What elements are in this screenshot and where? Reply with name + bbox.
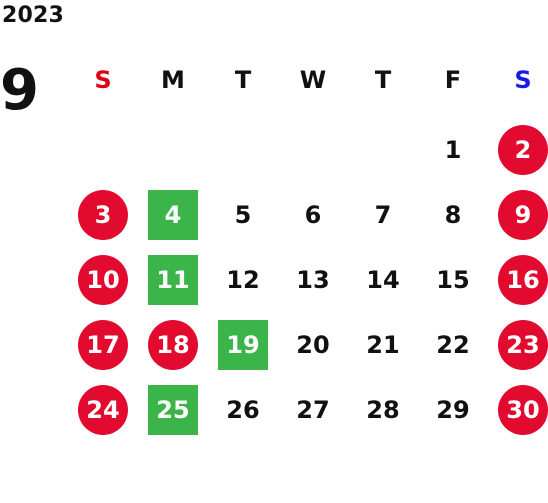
day-number: 1 [444,136,462,164]
day-cell-7[interactable]: 7 [348,190,418,240]
day-number: 27 [296,396,330,424]
day-number: 11 [148,255,198,305]
day-number: 2 [498,125,548,175]
day-number: 20 [296,331,330,359]
day-cell-2[interactable]: 2 [488,125,548,175]
day-cell-25[interactable]: 25 [138,385,208,435]
day-cell-15[interactable]: 15 [418,255,488,305]
day-cell-20[interactable]: 20 [278,320,348,370]
day-cell-17[interactable]: 17 [68,320,138,370]
day-cell-9[interactable]: 9 [488,190,548,240]
day-cell-13[interactable]: 13 [278,255,348,305]
day-cell-11[interactable]: 11 [138,255,208,305]
day-number: 4 [148,190,198,240]
day-cell-21[interactable]: 21 [348,320,418,370]
day-number: 25 [148,385,198,435]
month-number: 9 [0,58,39,123]
day-cell-27[interactable]: 27 [278,385,348,435]
weekday-header-0: S [94,66,112,94]
day-number: 3 [78,190,128,240]
day-cell-16[interactable]: 16 [488,255,548,305]
day-number: 9 [498,190,548,240]
day-cell-23[interactable]: 23 [488,320,548,370]
day-number: 30 [498,385,548,435]
day-number: 19 [218,320,268,370]
day-number: 16 [498,255,548,305]
day-cell-12[interactable]: 12 [208,255,278,305]
year-label: 2023 [2,3,65,28]
day-cell-22[interactable]: 22 [418,320,488,370]
day-number: 26 [226,396,260,424]
day-number: 17 [78,320,128,370]
day-number: 28 [366,396,400,424]
day-cell-14[interactable]: 14 [348,255,418,305]
weekday-header-2: T [234,66,252,94]
day-cell-19[interactable]: 19 [208,320,278,370]
day-cell-24[interactable]: 24 [68,385,138,435]
day-number: 18 [148,320,198,370]
day-number: 21 [366,331,400,359]
weekday-header-1: M [161,66,185,94]
day-number: 12 [226,266,260,294]
day-cell-10[interactable]: 10 [68,255,138,305]
day-number: 14 [366,266,400,294]
weekday-header-6: S [514,66,532,94]
day-cell-4[interactable]: 4 [138,190,208,240]
day-number: 10 [78,255,128,305]
day-cell-26[interactable]: 26 [208,385,278,435]
day-number: 8 [444,201,462,229]
day-number: 5 [234,201,252,229]
day-cell-8[interactable]: 8 [418,190,488,240]
day-number: 23 [498,320,548,370]
day-cell-30[interactable]: 30 [488,385,548,435]
day-cell-3[interactable]: 3 [68,190,138,240]
day-number: 13 [296,266,330,294]
day-cell-5[interactable]: 5 [208,190,278,240]
weekday-header-3: W [299,66,327,94]
weekday-header-5: F [444,66,462,94]
day-cell-6[interactable]: 6 [278,190,348,240]
day-cell-1[interactable]: 1 [418,125,488,175]
weekday-header-4: T [374,66,392,94]
day-number: 15 [436,266,470,294]
day-cell-18[interactable]: 18 [138,320,208,370]
day-number: 29 [436,396,470,424]
day-number: 6 [304,201,322,229]
day-cell-29[interactable]: 29 [418,385,488,435]
day-number: 22 [436,331,470,359]
day-number: 24 [78,385,128,435]
day-number: 7 [374,201,392,229]
day-cell-28[interactable]: 28 [348,385,418,435]
